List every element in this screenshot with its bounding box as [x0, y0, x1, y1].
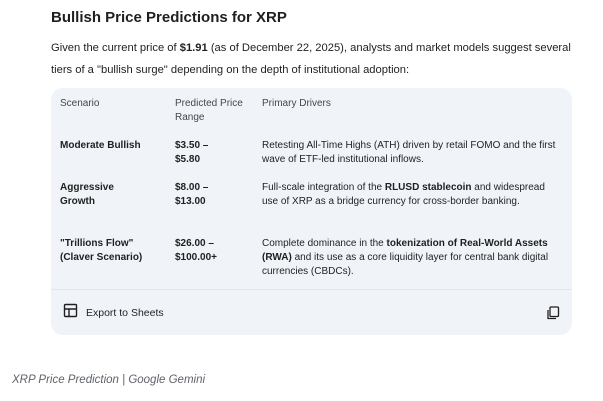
intro-prefix: Given the current price of [51, 42, 180, 54]
driver-text-part: and its use as a core liquidity layer fo… [262, 252, 549, 277]
column-header-price-range: Predicted Price Range [175, 98, 243, 123]
driver-text-part: tokenization of Real-World Assets (RWA) [262, 238, 548, 263]
response-heading: Bullish Price Predictions for XRP [51, 9, 287, 26]
table-icon [63, 303, 78, 323]
export-to-sheets-button[interactable]: Export to Sheets [63, 303, 164, 323]
driver-text-part: Retesting All-Time Highs (ATH) driven by… [262, 140, 556, 165]
table-row-2-scenario: Aggressive Growth [60, 182, 114, 207]
prediction-table-card: Scenario Predicted Price Range Primary D… [51, 88, 572, 335]
footer-divider [51, 289, 572, 290]
table-row-3-range: $26.00 – $100.00+ [175, 238, 217, 263]
intro-price: $1.91 [179, 42, 208, 54]
image-caption: XRP Price Prediction | Google Gemini [12, 374, 206, 386]
table-row-2-drivers: Full-scale integration of the RLUSD stab… [262, 181, 562, 209]
table-row-3-scenario: "Trillions Flow" (Claver Scenario) [60, 238, 143, 263]
intro-suffix: (as of December 22, 2025), analysts and … [51, 42, 571, 76]
copy-table-button[interactable] [545, 305, 561, 321]
table-footer [51, 289, 572, 335]
table-row-1-scenario: Moderate Bullish [60, 140, 141, 151]
table-row-1-drivers: Retesting All-Time Highs (ATH) driven by… [262, 139, 562, 167]
table-row-3-drivers: Complete dominance in the tokenization o… [262, 237, 562, 279]
driver-text-part: and widespread use of XRP as a bridge cu… [262, 182, 545, 207]
column-header-scenario: Scenario [60, 98, 100, 109]
column-header-drivers: Primary Drivers [262, 98, 331, 109]
prediction-table: Scenario Predicted Price Range Primary D… [51, 88, 572, 289]
table-row-1-range: $3.50 – $5.80 [175, 140, 209, 165]
driver-text-part: Complete dominance in the [262, 238, 387, 249]
copy-icon [545, 306, 561, 325]
intro-paragraph: Given the current price of $1.91 (as of … [51, 37, 571, 81]
export-to-sheets-label: Export to Sheets [86, 307, 164, 319]
table-row-2-range: $8.00 – $13.00 [175, 182, 209, 207]
driver-text-part: Full-scale integration of the [262, 182, 385, 193]
driver-text-part: RLUSD stablecoin [384, 182, 472, 193]
